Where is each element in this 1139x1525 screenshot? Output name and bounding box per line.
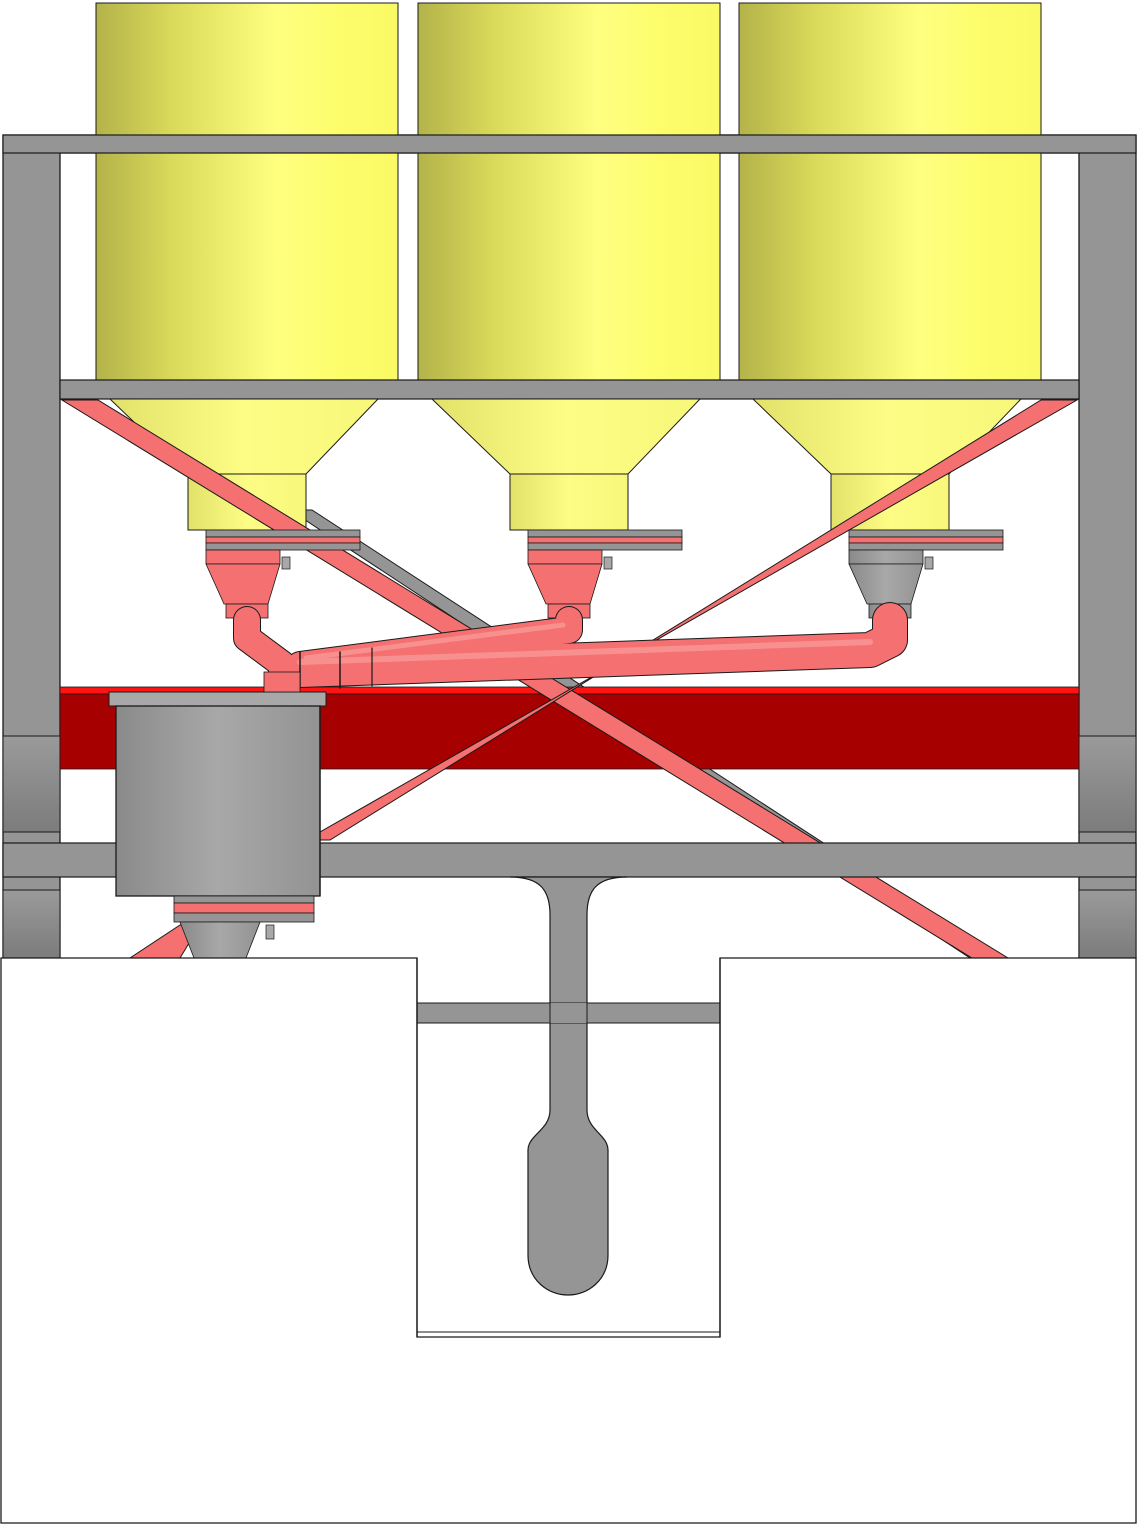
- foundation-outline: [0, 957, 1137, 1524]
- flanges: [205, 529, 1004, 551]
- silo-cylinders: [95, 2, 1042, 381]
- silo-center-cone: [430, 398, 702, 475]
- conveying-pipes: [233, 602, 908, 702]
- small-hoppers: [205, 549, 934, 619]
- silo-center-cylinder: [417, 2, 721, 381]
- silo-left-cylinder: [95, 2, 399, 381]
- collection-box: [108, 671, 327, 897]
- outer-frame: [2, 134, 1137, 959]
- lower-discharge: [173, 895, 315, 959]
- silo-right-cylinder: [738, 2, 1042, 381]
- top-beam: [2, 134, 1137, 154]
- middle-beam: [59, 379, 1080, 400]
- silo-right-cone: [751, 398, 1023, 475]
- silo-center-outlet: [509, 473, 629, 531]
- brace-right-to-left: [304, 399, 1079, 841]
